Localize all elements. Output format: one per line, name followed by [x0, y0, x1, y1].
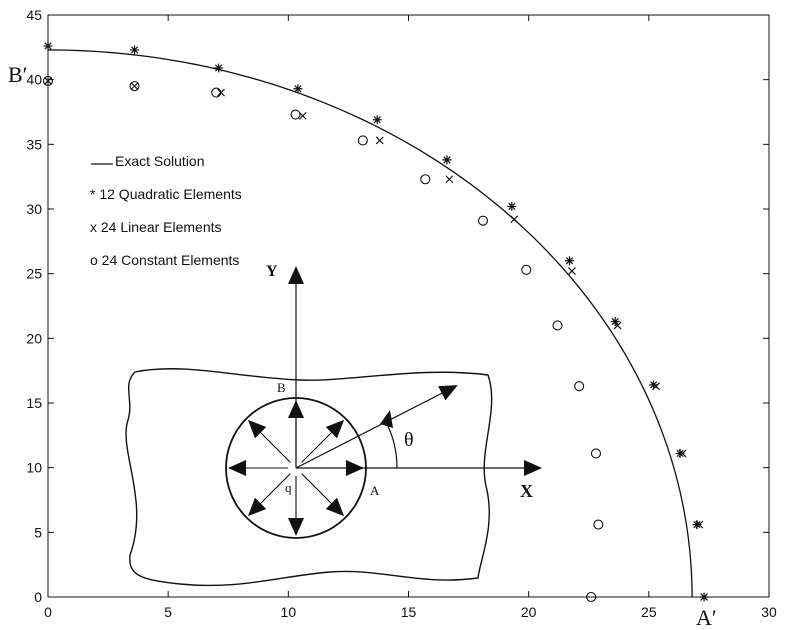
constant-element-point: [593, 519, 604, 530]
quadratic-element-point: [610, 317, 620, 327]
quadratic-element-point: [442, 155, 452, 165]
pressure-arrow: [301, 419, 345, 463]
y-tick-label: 35: [26, 136, 42, 152]
inset-body-outline: [125, 368, 493, 587]
quadratic-element-point: [692, 520, 702, 530]
pressure-arrow: [247, 473, 291, 517]
inset-diagram: Y X B A q θ: [125, 263, 542, 587]
exact-solution-line: [47, 49, 693, 598]
x-tick-label: 5: [164, 604, 172, 620]
x-tick-label: 10: [281, 604, 297, 620]
constant-element-point: [477, 215, 489, 226]
legend-entry-linear: x 24 Linear Elements: [90, 219, 222, 235]
legend-entry-quadratic: * 12 Quadratic Elements: [90, 186, 242, 202]
x-tick-label: 25: [641, 604, 657, 620]
theta-arc-arrow: [380, 410, 393, 428]
linear-element-point: [613, 321, 622, 330]
linear-element-point: [700, 593, 709, 601]
inset-b-label: B: [277, 380, 286, 395]
pressure-arrow: [247, 419, 291, 463]
constant-element-point: [129, 81, 140, 92]
axis-ticks: 0 5 10 15 20 25 30 0 5 10 15 20 25 30 35 40 45: [26, 7, 777, 620]
pressure-arrow: [301, 473, 345, 517]
linear-element-point: [375, 136, 384, 145]
legend-entry-constant: o 24 Constant Elements: [90, 252, 239, 268]
y-tick-label: 40: [26, 72, 42, 88]
quadratic-element-point: [372, 115, 382, 125]
radial-arrow: [295, 385, 458, 469]
quadratic-element-point: [507, 201, 517, 211]
inset-q-label: q: [285, 480, 292, 495]
x-tick-label: 15: [401, 604, 417, 620]
y-tick-label: 30: [26, 201, 42, 217]
linear-element-point: [678, 449, 687, 458]
constant-element-point: [552, 320, 563, 331]
constant-element-point: [42, 75, 54, 87]
y-tick-label: 5: [34, 524, 42, 540]
linear-element-point: [510, 215, 519, 224]
quadratic-element-point: [214, 63, 224, 73]
constant-element-point: [586, 591, 597, 603]
y-tick-label: 25: [26, 266, 42, 282]
y-tick-label: 20: [26, 330, 42, 346]
constant-element-point: [521, 264, 532, 275]
linear-element-point: [130, 82, 139, 91]
x-tick-label: 0: [44, 604, 52, 620]
a-prime-label: A′: [696, 605, 717, 630]
x-tick-label: 20: [521, 604, 537, 620]
y-tick-label: 15: [26, 395, 42, 411]
x-tick-label: 30: [761, 604, 777, 620]
inset-y-label: Y: [266, 263, 278, 280]
quadratic-element-point: [43, 41, 53, 51]
linear-element-point: [695, 520, 704, 529]
y-tick-label: 0: [34, 589, 42, 605]
inset-theta-label: θ: [404, 429, 414, 451]
inset-x-label: X: [520, 481, 533, 501]
linear-element-point: [568, 267, 576, 276]
constant-element-point: [211, 87, 222, 98]
pressure-arrows: [228, 400, 364, 536]
exact-solution-layer: [47, 49, 693, 598]
constant-element-point: [574, 381, 585, 392]
linear-element-point: [652, 382, 660, 391]
constant-element-point: [420, 174, 431, 185]
inset-a-label: A: [370, 483, 380, 498]
constant-element-point: [357, 135, 368, 146]
quadratic-element-point: [130, 45, 140, 55]
quadratic-element-point: [293, 84, 303, 94]
y-tick-label: 10: [26, 460, 42, 476]
theta-arc: [385, 421, 398, 469]
linear-element-point: [44, 77, 52, 85]
quadratic-element-point: [649, 380, 659, 390]
plot-area: [47, 14, 770, 598]
b-prime-label: B′: [8, 62, 28, 87]
markers-layer: [42, 41, 709, 603]
quadratic-element-point: [565, 256, 575, 266]
quadratic-element-point: [675, 448, 685, 458]
legend: Exact Solution * 12 Quadratic Elements x…: [90, 153, 242, 268]
constant-element-point: [290, 109, 301, 120]
legend-entry-exact: Exact Solution: [115, 153, 205, 169]
constant-element-point: [590, 448, 602, 459]
linear-element-point: [445, 175, 454, 184]
y-tick-label: 45: [26, 7, 42, 23]
